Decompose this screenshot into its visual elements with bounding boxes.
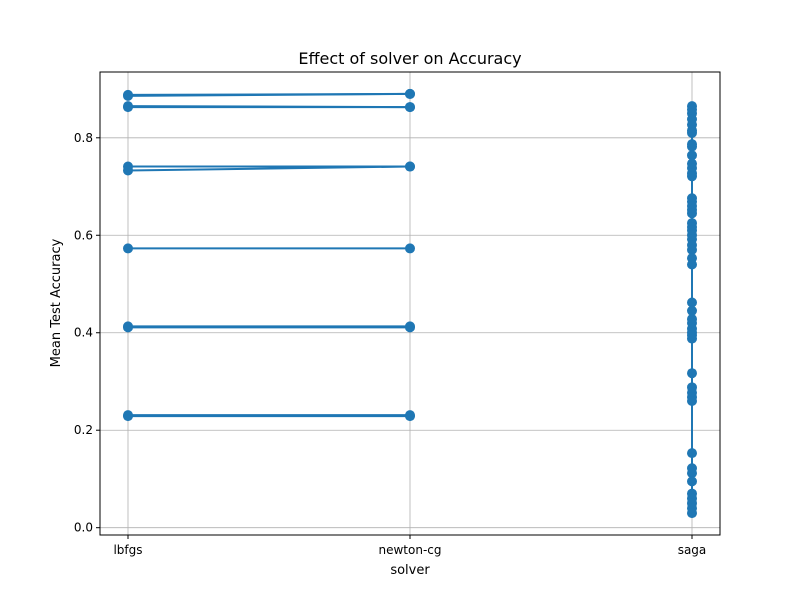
series-layer	[123, 88, 697, 519]
chart-title: Effect of solver on Accuracy	[298, 49, 521, 68]
data-point-saga	[687, 368, 697, 379]
data-point-newton-cg	[405, 88, 415, 99]
data-point-saga	[687, 448, 697, 459]
y-axis-title: Mean Test Accuracy	[49, 238, 64, 367]
data-point-lbfgs	[123, 321, 133, 332]
series-line	[127, 165, 411, 172]
data-point-newton-cg	[405, 161, 415, 172]
data-point-lbfgs	[123, 411, 133, 422]
data-point-saga	[687, 476, 697, 487]
data-point-saga	[687, 259, 697, 270]
data-point-saga	[687, 141, 697, 152]
data-point-newton-cg	[405, 411, 415, 422]
x-tick-label: saga	[678, 543, 707, 557]
data-point-saga	[687, 171, 697, 182]
y-tick-label: 0.2	[74, 423, 93, 437]
grid	[100, 72, 720, 535]
axes: lbfgs newton-cg saga 0.0 0.2 0.4 0.6 0.8	[74, 131, 706, 557]
y-tick-label: 0.8	[74, 131, 93, 145]
data-point-lbfgs	[123, 102, 133, 113]
data-point-saga	[687, 305, 697, 316]
data-point-saga	[687, 333, 697, 344]
data-point-lbfgs	[123, 243, 133, 254]
y-tick-label: 0.6	[74, 228, 93, 242]
data-point-newton-cg	[405, 102, 415, 113]
x-tick-label: newton-cg	[379, 543, 442, 557]
data-point-saga	[687, 208, 697, 219]
data-point-saga	[687, 297, 697, 308]
y-tick-label: 0.0	[74, 521, 93, 535]
y-tick-label: 0.4	[74, 326, 93, 340]
data-point-saga	[687, 468, 697, 479]
data-point-saga	[687, 395, 697, 406]
x-axis-title: solver	[390, 563, 430, 578]
data-point-saga	[687, 127, 697, 138]
data-point-newton-cg	[405, 321, 415, 332]
data-point-saga	[687, 508, 697, 519]
data-point-lbfgs	[123, 89, 133, 100]
data-point-saga	[687, 150, 697, 161]
data-point-lbfgs	[123, 165, 133, 176]
data-point-saga	[687, 244, 697, 255]
data-point-newton-cg	[405, 243, 415, 254]
series-line	[127, 92, 411, 96]
x-tick-label: lbfgs	[113, 543, 142, 557]
